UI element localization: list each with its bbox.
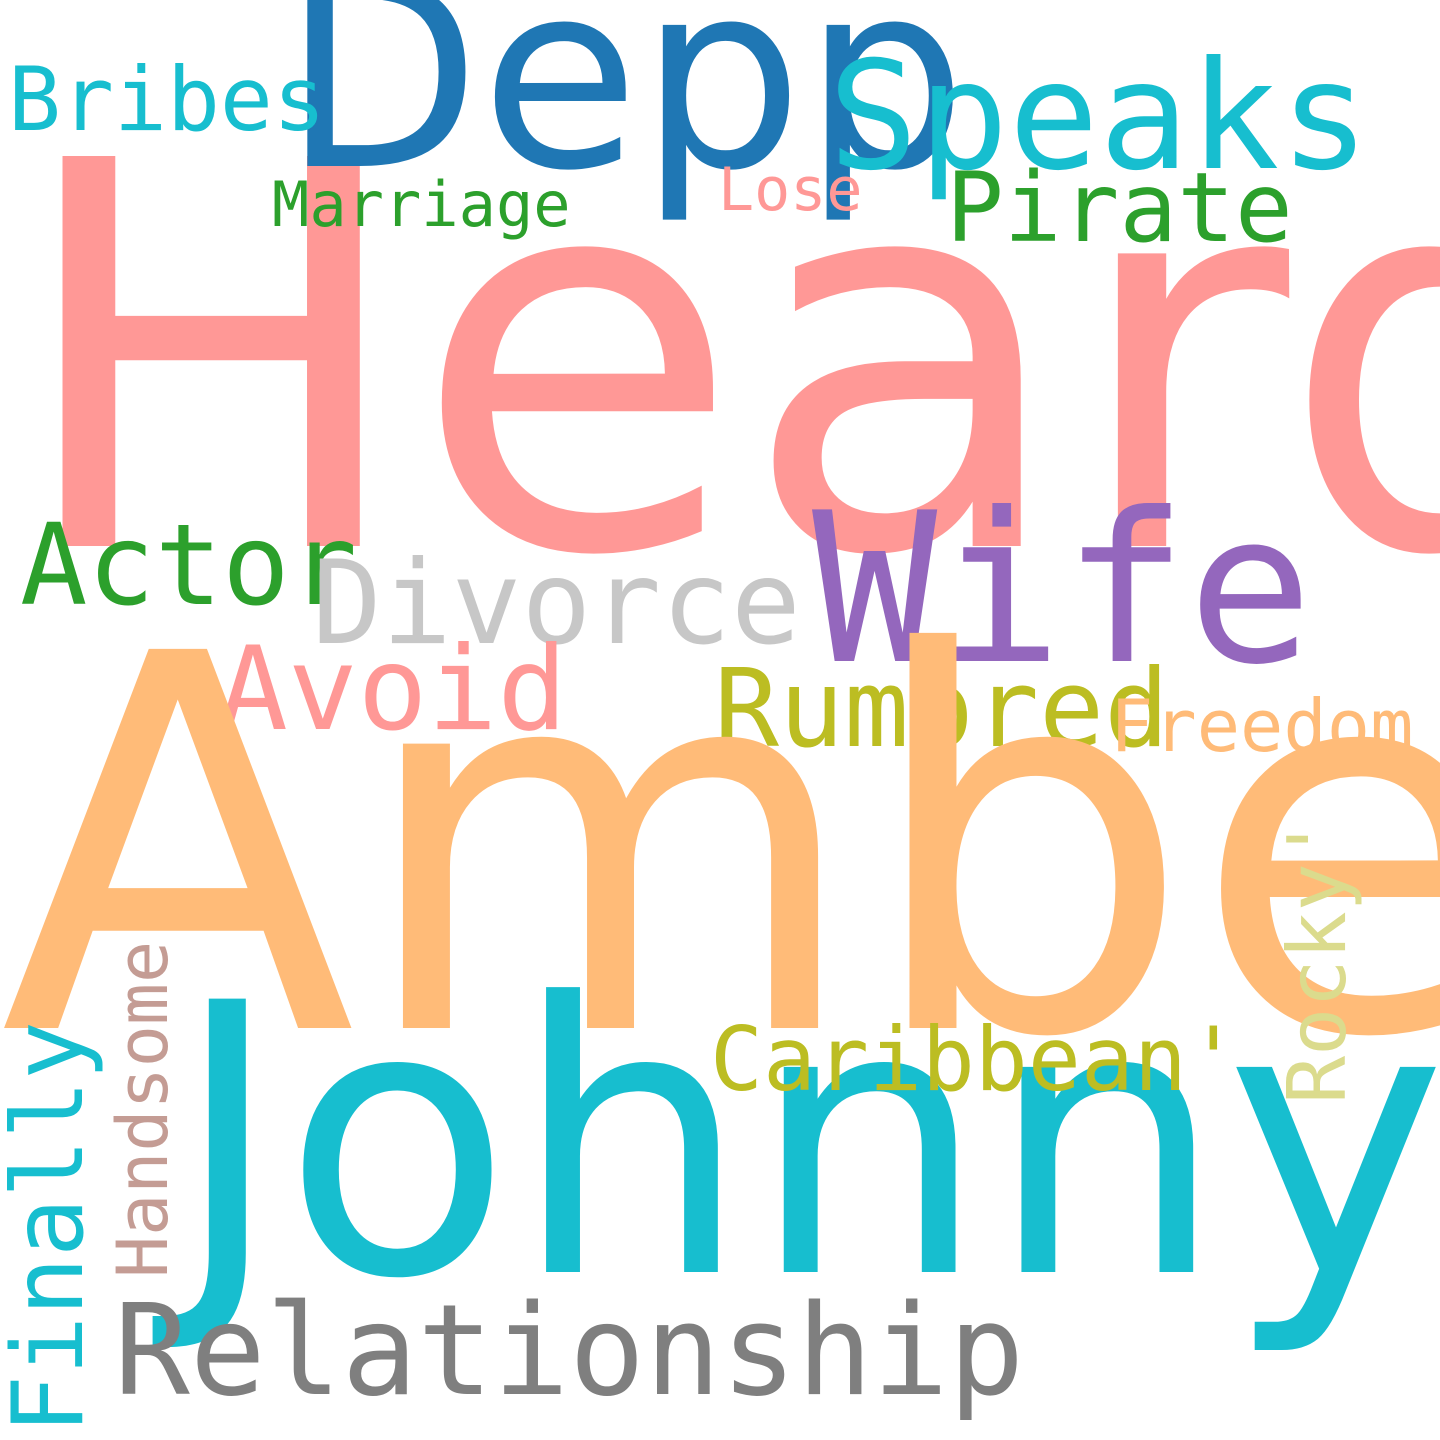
word-relationship: Relationship [114,1277,1025,1424]
word-caribbean: Caribbean' [710,1008,1240,1111]
word-freedom: Freedom [1110,684,1414,768]
word-marriage: Marriage [272,168,571,241]
word-avoid: Avoid [218,622,568,757]
word-actor: Actor [20,501,358,631]
word-amber: Amber [0,545,1440,1151]
word-rocky: Rocky' [1271,815,1364,1104]
word-lose: Lose [718,155,863,225]
word-handsome: Handsome [102,940,184,1278]
word-johnny: Johnny [172,925,1440,1361]
word-heard: Heard [10,50,1440,673]
word-rumored: Rumored [714,647,1170,772]
word-finally: Finally [0,1020,106,1434]
word-speaks: Speaks [828,30,1370,204]
word-pirate: Pirate [946,152,1293,264]
word-wife: Wife [812,469,1313,711]
word-depp: Depp [282,0,967,227]
word-divorce: Divorce [312,536,801,671]
word-bribes: Bribes [8,48,326,151]
